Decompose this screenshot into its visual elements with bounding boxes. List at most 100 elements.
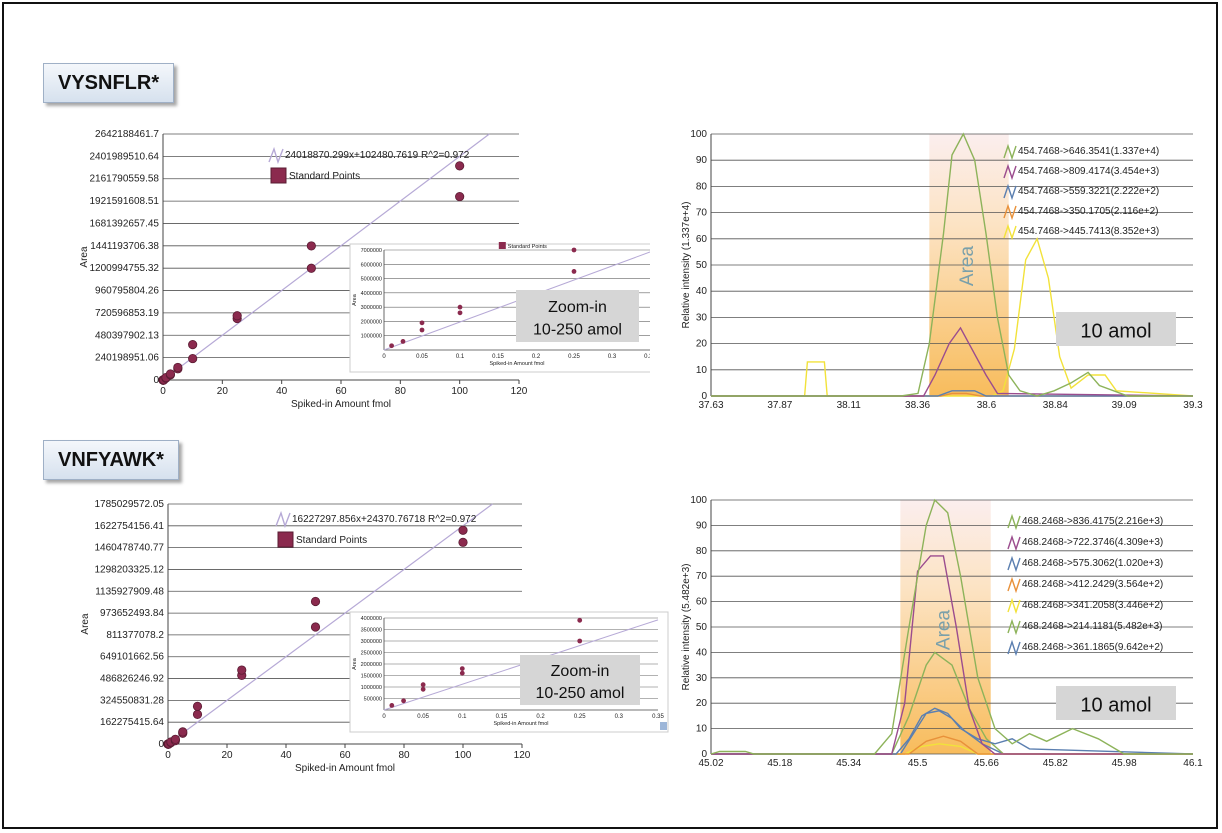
xic-chart-2: 0 10 20 30 40 50 60 70 80 90 100 45.02 45.18 45.34 45.… — [681, 495, 1203, 769]
legend-label: 454.7468->445.7413(8.352e+3) — [1018, 226, 1159, 237]
data-point — [458, 525, 468, 535]
legend-label: 468.2468->361.1865(9.642e+2) — [1022, 642, 1163, 653]
data-point — [237, 665, 247, 675]
legend-label: 468.2468->341.2058(3.446e+2) — [1022, 600, 1163, 611]
inset-data-point — [459, 670, 465, 676]
x-tick-label: 45.5 — [908, 758, 928, 769]
legend-label: 454.7468->559.3221(2.222e+2) — [1018, 186, 1159, 197]
legend-icon — [1007, 618, 1021, 636]
transition-trace — [711, 735, 1193, 755]
y-tick-label: 20 — [696, 698, 708, 709]
data-point — [188, 353, 198, 364]
y-tick-label: 70 — [696, 571, 708, 582]
transition-trace — [710, 498, 1193, 755]
inset-y-tick-label: 2500000 — [361, 651, 382, 657]
zoom-note-box — [520, 655, 640, 705]
y-tick-label: 1298203325.12 — [94, 564, 164, 575]
inset-y-tick-label: 3000000 — [361, 639, 382, 645]
y-tick-label: 1460478740.77 — [94, 543, 164, 554]
zoom-note-line1: Zoom-in — [551, 663, 610, 680]
inset-x-tick-label: 0.35 — [644, 354, 650, 360]
y-tick-label: 80 — [696, 546, 708, 557]
inset-data-point — [419, 327, 425, 333]
y-tick-label: 2161790559.58 — [89, 174, 159, 185]
legend-icon — [1007, 597, 1021, 615]
y-tick-label: 960795804.26 — [95, 286, 159, 297]
x-tick-label: 45.82 — [1043, 758, 1068, 769]
standard-points-legend-marker — [277, 531, 294, 548]
legend-label: 468.2468->836.4175(2.216e+3) — [1022, 516, 1163, 527]
inset-data-point — [571, 247, 577, 253]
amount-label: 10 amol — [1080, 321, 1151, 343]
x-tick-label: 45.98 — [1112, 758, 1137, 769]
fit-legend-icon — [275, 510, 291, 529]
x-tick-label: 120 — [514, 750, 531, 761]
y-tick-label: 480397902.13 — [95, 330, 159, 341]
y-tick-label: 20 — [696, 339, 708, 350]
zoom-note-line2: 10-250 amol — [533, 322, 622, 339]
data-point — [188, 340, 198, 350]
y-tick-label: 1135927909.48 — [95, 586, 164, 597]
transition-trace — [711, 555, 1193, 755]
legend-icon — [1003, 183, 1017, 201]
inset-y-tick-label: 6000000 — [361, 262, 382, 268]
data-point — [455, 161, 465, 171]
x-tick-label: 37.63 — [698, 400, 723, 411]
inset-y-tick-label: 500000 — [364, 697, 382, 703]
inset-x-axis-label: Spiked-in Amount fmol — [493, 721, 548, 727]
inset-y-tick-label: 5000000 — [361, 277, 382, 283]
legend-icon — [1007, 555, 1021, 573]
legend-icon — [1003, 143, 1017, 161]
y-tick-label: 90 — [696, 155, 708, 166]
inset-data-point — [457, 304, 463, 310]
legend-icon — [1003, 223, 1017, 241]
transition-trace — [711, 390, 1193, 397]
inset-y-tick-label: 7000000 — [361, 248, 382, 254]
legend-label: 468.2468->214.1181(5.482e+3) — [1022, 621, 1163, 632]
y-axis-label: Relative intensity (1.337e+4) — [681, 201, 692, 328]
x-tick-label: 100 — [455, 750, 472, 761]
y-axis-label: Relative intensity (5.482e+3) — [681, 563, 692, 690]
fit-line — [167, 503, 493, 745]
inset-data-point — [459, 666, 465, 671]
inset-data-point — [420, 682, 426, 688]
y-tick-label: 40 — [696, 286, 708, 297]
inset-x-tick-label: 0.1 — [458, 714, 467, 720]
x-tick-label: 37.87 — [767, 400, 792, 411]
y-tick-label: 0 — [701, 749, 707, 760]
data-point — [310, 622, 321, 632]
inset-data-point — [420, 686, 426, 692]
inset-x-tick-label: 0.3 — [608, 354, 617, 360]
y-tick-label: 0 — [158, 739, 164, 750]
data-point — [458, 537, 468, 547]
x-tick-label: 60 — [335, 386, 347, 397]
legend-label: 468.2468->575.3062(1.020e+3) — [1022, 558, 1163, 569]
transition-trace — [711, 710, 1193, 755]
y-tick-label: 811377078.2 — [106, 630, 164, 641]
inset-data-point — [389, 703, 395, 708]
inset-legend-marker — [498, 242, 506, 249]
legend-icon — [1007, 534, 1021, 552]
legend-icon — [1003, 203, 1017, 221]
legend-icon — [1007, 576, 1021, 594]
inset-data-point — [401, 698, 406, 704]
inset-data-point — [571, 269, 577, 274]
x-tick-label: 20 — [217, 386, 229, 397]
fit-equation: 16227297.856x+24370.76718 R^2=0.972 — [292, 514, 477, 525]
standard-points-legend-label: Standard Points — [289, 171, 360, 182]
data-point — [306, 263, 316, 273]
peptide-label-1: VYSNFLR* — [43, 63, 175, 103]
inset-y-tick-label: 1000000 — [361, 685, 382, 691]
x-tick-label: 38.11 — [837, 400, 862, 411]
data-point — [455, 191, 465, 202]
zoom-note-box — [516, 290, 639, 342]
inset-x-tick-label: 0.2 — [536, 714, 545, 720]
inset-y-tick-label: 1000000 — [361, 334, 382, 340]
amount-box — [1056, 686, 1176, 720]
y-tick-label: 50 — [696, 260, 708, 271]
x-tick-label: 45.66 — [974, 758, 999, 769]
transition-trace — [711, 236, 1194, 397]
inset-x-tick-label: 0.3 — [615, 714, 624, 720]
transition-trace — [711, 326, 1194, 397]
